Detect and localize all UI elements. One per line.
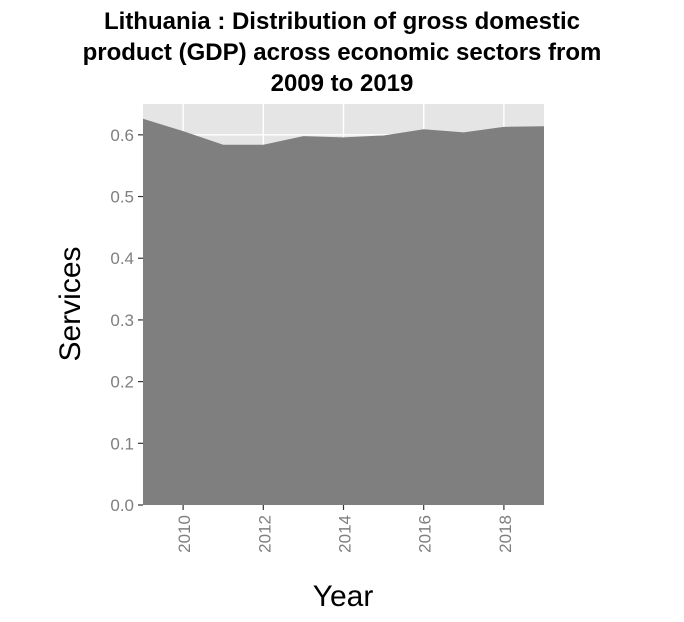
- x-tick-label: 2018: [496, 515, 515, 553]
- y-tick-label: 0.1: [110, 434, 134, 453]
- y-axis-label: Services: [54, 246, 87, 361]
- area-series: [143, 118, 544, 505]
- y-tick-label: 0.0: [110, 496, 134, 515]
- chart-title-line-1: Lithuania : Distribution of gross domest…: [103, 8, 580, 35]
- x-tick-label: 2016: [416, 515, 435, 553]
- x-tick-label: 2014: [336, 515, 355, 553]
- y-tick-label: 0.6: [110, 126, 134, 145]
- x-axis-ticks: 2010 2012 2014 2016 2018: [175, 505, 515, 553]
- chart-title: Lithuania : Distribution of gross domest…: [0, 6, 684, 99]
- x-tick-label: 2010: [175, 515, 194, 553]
- x-axis-label: Year: [313, 580, 374, 613]
- y-tick-label: 0.5: [110, 188, 134, 207]
- x-tick-label: 2012: [255, 515, 274, 553]
- chart-title-line-3: 2009 to 2019: [270, 70, 414, 97]
- y-tick-label: 0.2: [110, 373, 134, 392]
- y-axis-ticks: 0.0 0.1 0.2 0.3 0.4 0.5 0.6: [110, 126, 143, 515]
- chart-title-line-2: product (GDP) across economic sectors fr…: [82, 39, 602, 66]
- y-tick-label: 0.3: [110, 311, 134, 330]
- area-series-fill: [143, 118, 544, 505]
- y-tick-label: 0.4: [110, 249, 134, 268]
